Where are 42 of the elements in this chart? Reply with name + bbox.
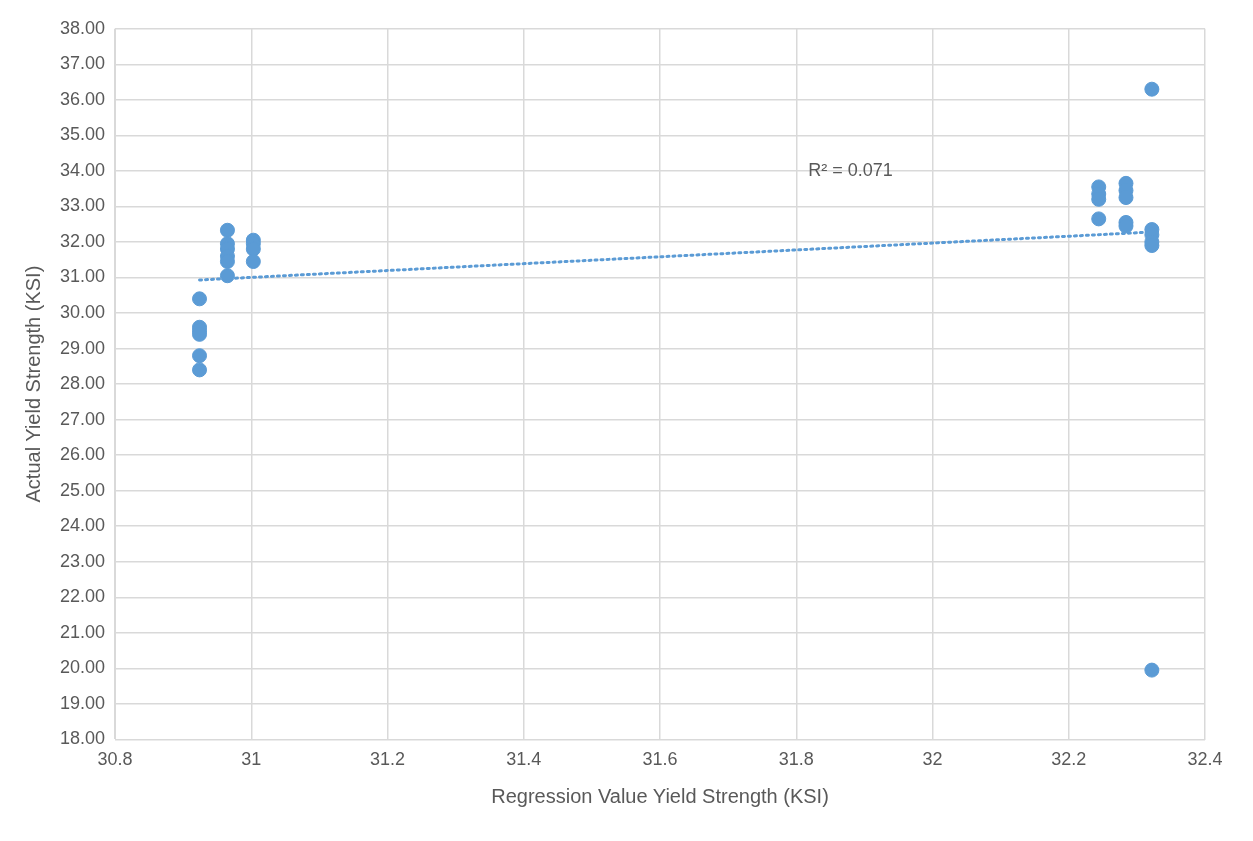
y-tick-label: 37.00 — [60, 53, 106, 74]
y-tick-label: 25.00 — [60, 479, 106, 500]
point — [1091, 211, 1107, 227]
y-tick-label: 32.00 — [60, 230, 106, 251]
x-tick-label: 31 — [241, 749, 262, 770]
x-tick-label: 31.2 — [370, 749, 406, 770]
x-tick-label: 31.6 — [642, 749, 678, 770]
y-tick-label: 23.00 — [60, 550, 106, 571]
y-tick-label: 18.00 — [60, 728, 106, 749]
y-tick-label: 33.00 — [60, 195, 106, 216]
x-axis-title: Regression Value Yield Strength (KSI) — [491, 784, 829, 807]
annotation: R² = 0.071 — [808, 159, 893, 180]
point — [219, 222, 235, 238]
y-axis-title: Actual Yield Strength (KSI) — [21, 265, 44, 503]
y-tick-label: 19.00 — [60, 692, 106, 713]
x-tick-label: 30.8 — [97, 749, 133, 770]
y-tick-label: 27.00 — [60, 408, 106, 429]
y-tick-label: 21.00 — [60, 621, 106, 642]
y-tick-label: 38.00 — [60, 17, 106, 38]
point — [1144, 662, 1160, 678]
y-tick-label: 29.00 — [60, 337, 106, 358]
y-tick-label: 20.00 — [60, 657, 106, 678]
point — [192, 291, 208, 307]
y-tick-label: 22.00 — [60, 586, 106, 607]
y-tick-label: 30.00 — [60, 302, 106, 323]
point — [245, 254, 261, 270]
x-tick-label: 31.4 — [506, 749, 542, 770]
y-tick-label: 35.00 — [60, 124, 106, 145]
x-tick-label: 32 — [922, 749, 943, 770]
point — [219, 268, 235, 284]
x-tick-label: 32.2 — [1051, 749, 1087, 770]
x-tick-label: 31.8 — [778, 749, 814, 770]
point — [192, 348, 208, 364]
y-tick-label: 34.00 — [60, 159, 106, 180]
point — [1144, 81, 1160, 97]
y-tick-label: 31.00 — [60, 266, 106, 287]
y-tick-label: 26.00 — [60, 444, 106, 465]
y-tick-label: 28.00 — [60, 373, 106, 394]
y-tick-label: 24.00 — [60, 515, 106, 536]
y-tick-label: 36.00 — [60, 88, 106, 109]
x-tick-label: 32.4 — [1187, 749, 1223, 770]
point — [192, 362, 208, 378]
